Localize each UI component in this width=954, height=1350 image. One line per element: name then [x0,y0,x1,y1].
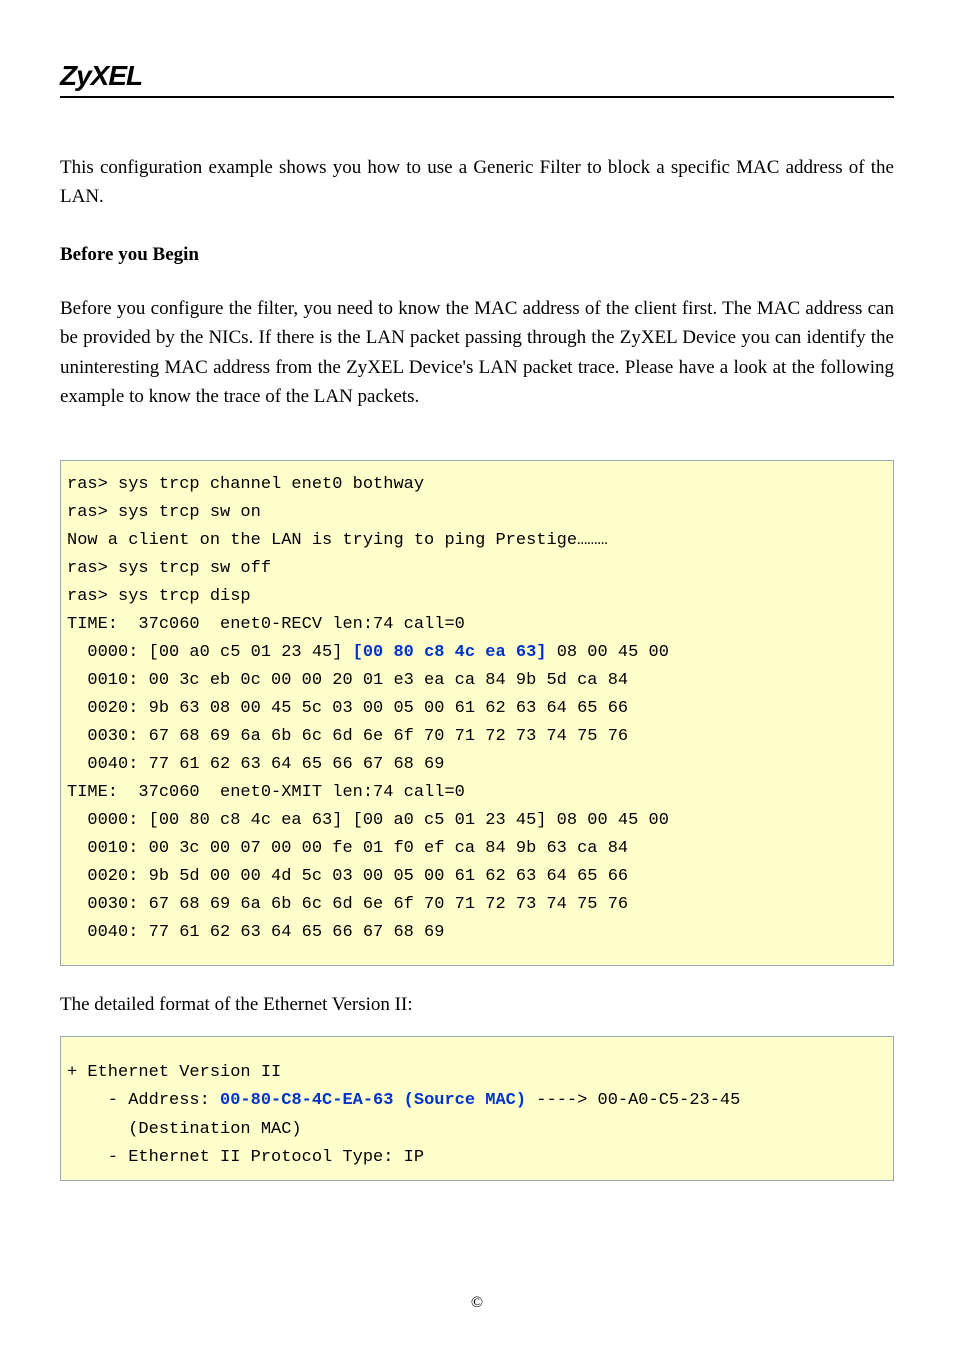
brand-logo: ZyXEL [60,60,894,92]
code-line: 0020: 9b 5d 00 00 4d 5c 03 00 05 00 61 6… [67,867,628,886]
document-page: ZyXEL This configuration example shows y… [0,0,954,1350]
code-line: 0040: 77 61 62 63 64 65 66 67 68 69 [67,923,444,942]
code-line: 0010: 00 3c 00 07 00 00 fe 01 f0 ef ca 8… [67,839,628,858]
code-line: ras> sys trcp channel enet0 bothway [67,475,424,494]
highlighted-source-mac: 00-80-C8-4C-EA-63 (Source MAC) [220,1091,526,1110]
code-line: 0030: 67 68 69 6a 6b 6c 6d 6e 6f 70 71 7… [67,895,628,914]
code-line: 08 00 45 00 [547,643,669,662]
code-line: Now a client on the LAN is trying to pin… [67,531,608,550]
code-line: ----> 00-A0-C5-23-45 [526,1091,740,1110]
code-line: 0000: [00 80 c8 4c ea 63] [00 a0 c5 01 2… [67,811,669,830]
code-line: TIME: 37c060 enet0-XMIT len:74 call=0 [67,783,465,802]
code-line: - Address: [67,1091,220,1110]
description-paragraph: Before you configure the filter, you nee… [60,294,894,412]
code-line: 0020: 9b 63 08 00 45 5c 03 00 05 00 61 6… [67,699,628,718]
code-line: ras> sys trcp sw off [67,559,271,578]
code-line: + Ethernet Version II [67,1063,281,1082]
code-line: 0040: 77 61 62 63 64 65 66 67 68 69 [67,755,444,774]
code-line: 0000: [00 a0 c5 01 23 45] [67,643,353,662]
code-line: (Destination MAC) [67,1120,302,1139]
highlighted-mac: [00 80 c8 4c ea 63] [353,643,547,662]
header-rule [60,96,894,98]
page-footer: © [0,1294,954,1312]
packet-trace-codebox: ras> sys trcp channel enet0 bothway ras>… [60,460,894,967]
code-line: ras> sys trcp disp [67,587,251,606]
code-line: 0030: 67 68 69 6a 6b 6c 6d 6e 6f 70 71 7… [67,727,628,746]
code-line: 0010: 00 3c eb 0c 00 00 20 01 e3 ea ca 8… [67,671,628,690]
intro-paragraph: This configuration example shows you how… [60,153,894,212]
code-line: ras> sys trcp sw on [67,503,261,522]
ethernet-format-codebox: + Ethernet Version II - Address: 00-80-C… [60,1036,894,1180]
code-line: TIME: 37c060 enet0-RECV len:74 call=0 [67,615,465,634]
section-heading: Before you Begin [60,244,894,266]
code-line: - Ethernet II Protocol Type: IP [67,1148,424,1167]
ethernet-format-label: The detailed format of the Ethernet Vers… [60,994,894,1016]
